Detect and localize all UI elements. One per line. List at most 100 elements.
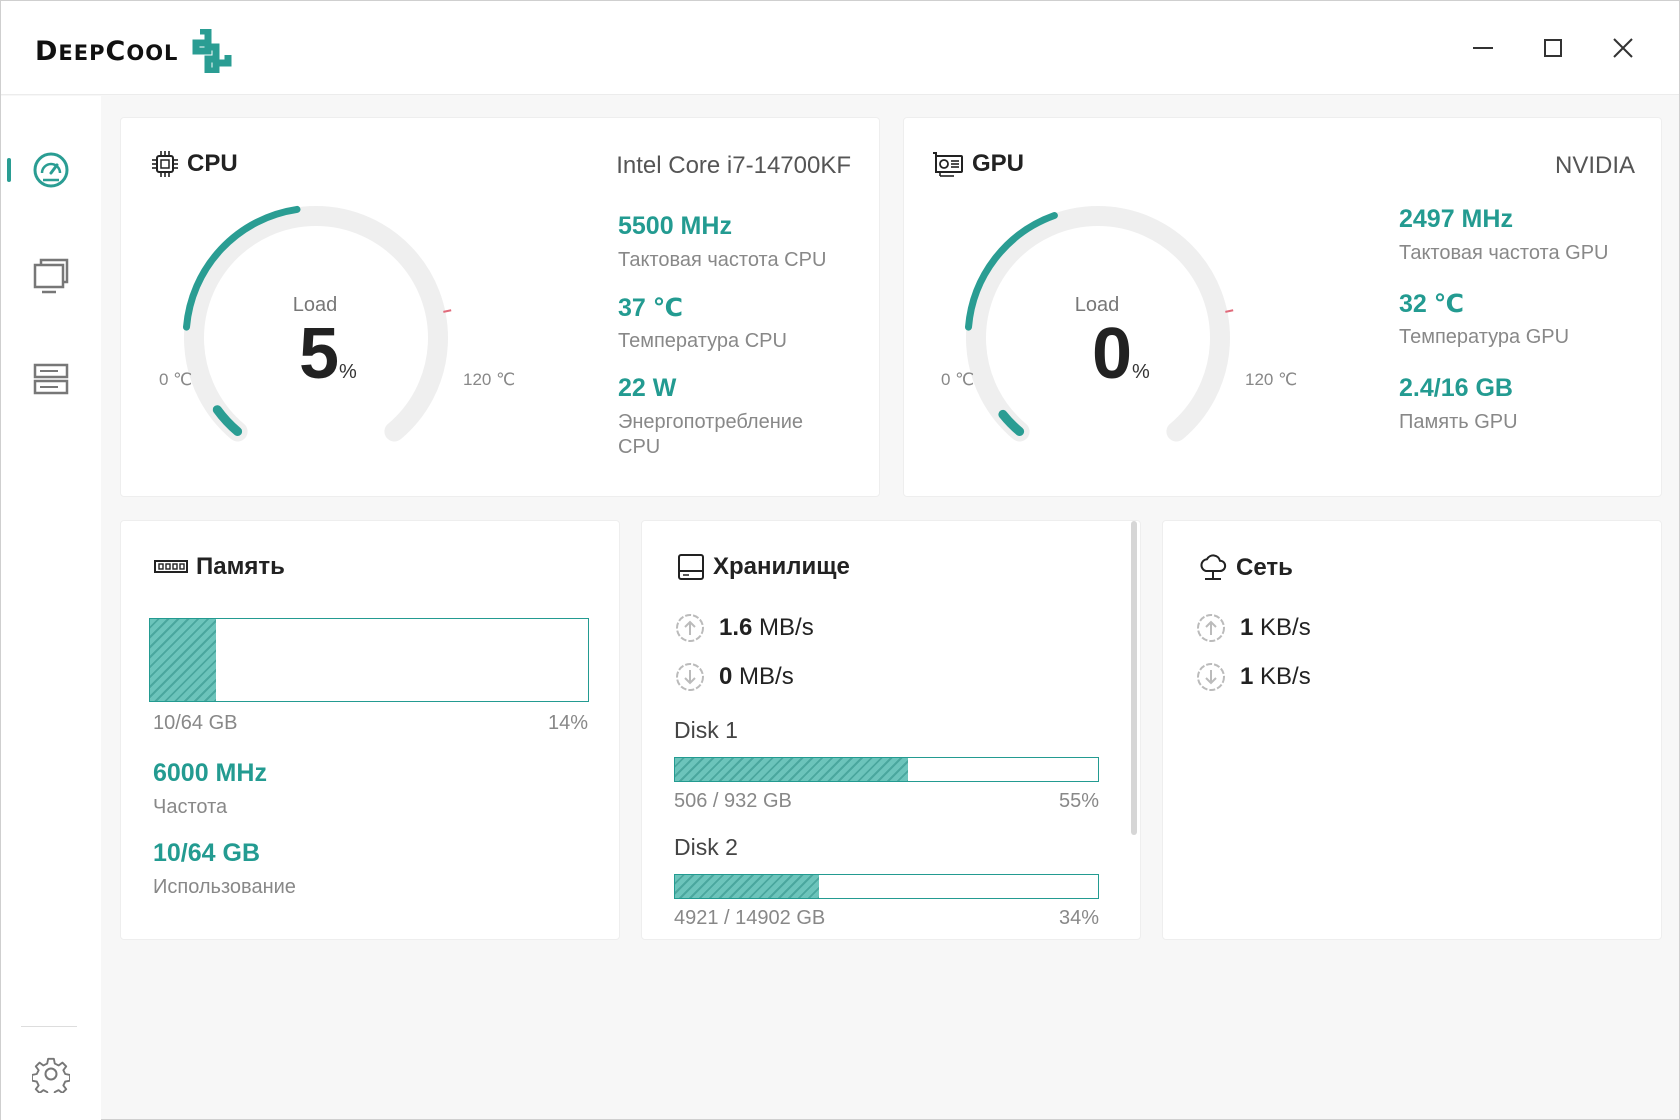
gpu-temp-label: Температура GPU (1399, 326, 1570, 348)
minimize-button[interactable] (1461, 27, 1505, 69)
gpu-load-gauge (965, 206, 1234, 442)
cpu-chip-icon (152, 151, 178, 177)
gpu-gauge-min: 0 ℃ (941, 370, 975, 389)
hard-drive-icon (678, 554, 704, 580)
cpu-title-text: CPU (187, 150, 238, 177)
network-card-title: Сеть (1198, 553, 1293, 583)
logo-text: DEEPCOOL (35, 35, 179, 67)
disk-1-percent-text: 55% (1058, 790, 1099, 812)
cpu-gauge-max: 120 ℃ (463, 370, 516, 389)
gauge-warning-mark (1225, 309, 1234, 313)
network-upload-row: 1 KB/s (1196, 613, 1311, 643)
gpu-clock-value: 2497 MHz (1399, 205, 1513, 233)
settings-button[interactable] (1, 1044, 101, 1104)
speedometer-icon (33, 152, 69, 188)
graphics-card-icon (933, 152, 963, 177)
cpu-clock-value: 5500 MHz (618, 212, 732, 240)
maximize-button[interactable] (1531, 27, 1575, 69)
cpu-temp-label: Температура CPU (618, 330, 787, 352)
cpu-card-title: CPU (151, 150, 238, 178)
memory-card: Память 10/64 GB 14% 6000 MHz Частота 10/… (120, 520, 620, 940)
sidebar-item-dashboard[interactable] (1, 140, 101, 200)
gpu-model: NVIDIA (1554, 152, 1635, 179)
close-button[interactable] (1601, 27, 1645, 69)
cpu-clock-label: Тактовая частота CPU (618, 249, 827, 271)
memory-usage-bar (149, 618, 589, 702)
gpu-memory-label: Память GPU (1399, 411, 1518, 433)
disk-2-usage-fill (675, 875, 819, 898)
network-download-row: 1 KB/s (1196, 662, 1311, 692)
storage-card-title: Хранилище (677, 553, 850, 581)
sidebar (1, 96, 101, 1120)
sidebar-divider (21, 1026, 77, 1027)
cpu-load-label: Load (292, 294, 338, 316)
storage-card: Хранилище 1.6 MB/s 0 MB/s Disk 1 506 / 9… (641, 520, 1141, 940)
download-arrow-icon (676, 663, 704, 691)
sidebar-item-hardware[interactable] (1, 349, 101, 409)
deepcool-logo-icon (192, 29, 232, 73)
network-title-text: Сеть (1236, 554, 1293, 581)
cpu-card: CPU Intel Core i7-14700KF Load 5% 0 ℃ 12… (120, 117, 880, 497)
gpu-temp-value: 32 ℃ (1399, 290, 1465, 318)
memory-usage-value: 10/64 GB (153, 839, 261, 867)
cpu-power-label-2: CPU (618, 436, 661, 458)
network-card: Сеть 1 KB/s 1 KB/s (1162, 520, 1662, 940)
disk-1-used-text: 506 / 932 GB (674, 790, 792, 812)
network-upload-speed: 1 KB/s (1240, 614, 1311, 641)
maximize-icon (1544, 39, 1562, 57)
storage-write-row: 0 MB/s (675, 662, 794, 692)
gauge-track (966, 206, 1230, 442)
gear-icon (32, 1057, 70, 1093)
cpu-temp-value: 37 ℃ (618, 294, 684, 322)
disk-2-name: Disk 2 (674, 834, 738, 860)
storage-scrollbar[interactable] (1131, 521, 1137, 835)
upload-arrow-icon (676, 614, 704, 642)
memory-usage-fill (150, 619, 216, 701)
cpu-gauge-min: 0 ℃ (159, 370, 193, 389)
storage-read-row: 1.6 MB/s (675, 613, 814, 643)
disk-2-usage-bar (674, 874, 1099, 899)
gpu-gauge-max: 120 ℃ (1245, 370, 1298, 389)
gauge-track (184, 206, 448, 442)
storage-title-text: Хранилище (713, 553, 850, 580)
download-arrow-icon (1197, 663, 1225, 691)
memory-module-icon (154, 560, 188, 573)
memory-card-title: Память (154, 553, 285, 581)
title-bar: DEEPCOOL (1, 1, 1679, 95)
memory-used-text: 10/64 GB (153, 712, 238, 734)
app-logo: DEEPCOOL (35, 29, 232, 73)
disk-1-name: Disk 1 (674, 717, 738, 743)
network-download-speed: 1 KB/s (1240, 663, 1311, 690)
gauge-load-arc (998, 409, 1025, 436)
gauge-load-arc (212, 405, 243, 436)
cpu-load-value: 5% (299, 314, 357, 394)
monitor-icon (33, 258, 69, 294)
server-icon (33, 363, 69, 395)
sidebar-item-display[interactable] (1, 246, 101, 306)
gauge-temperature-arc (183, 205, 301, 331)
gpu-card: GPU NVIDIA Load 0% 0 ℃ 120 ℃ 2497 MHz Та… (903, 117, 1662, 497)
storage-read-speed: 1.6 MB/s (719, 614, 814, 641)
disk-2-used-text: 4921 / 14902 GB (674, 907, 826, 929)
cpu-load-gauge (183, 205, 452, 442)
gpu-load-label: Load (1074, 294, 1120, 316)
upload-arrow-icon (1197, 614, 1225, 642)
gpu-title-text: GPU (972, 150, 1025, 177)
gauge-temperature-arc (965, 212, 1058, 331)
cloud-network-icon (1200, 554, 1227, 580)
disk-1-usage-bar (674, 757, 1099, 782)
close-icon (1613, 38, 1633, 58)
memory-title-text: Память (196, 553, 285, 580)
cpu-model: Intel Core i7-14700KF (616, 152, 851, 179)
cpu-power-value: 22 W (618, 374, 677, 402)
active-indicator (7, 158, 11, 182)
gpu-card-title: GPU (932, 150, 1024, 178)
memory-percent-text: 14% (547, 712, 588, 734)
memory-frequency-value: 6000 MHz (153, 759, 267, 787)
minimize-icon (1473, 47, 1493, 49)
storage-write-speed: 0 MB/s (719, 663, 794, 690)
memory-usage-label: Использование (153, 876, 296, 898)
gpu-memory-value: 2.4/16 GB (1399, 374, 1513, 402)
cpu-power-label-1: Энергопотребление (618, 411, 804, 433)
